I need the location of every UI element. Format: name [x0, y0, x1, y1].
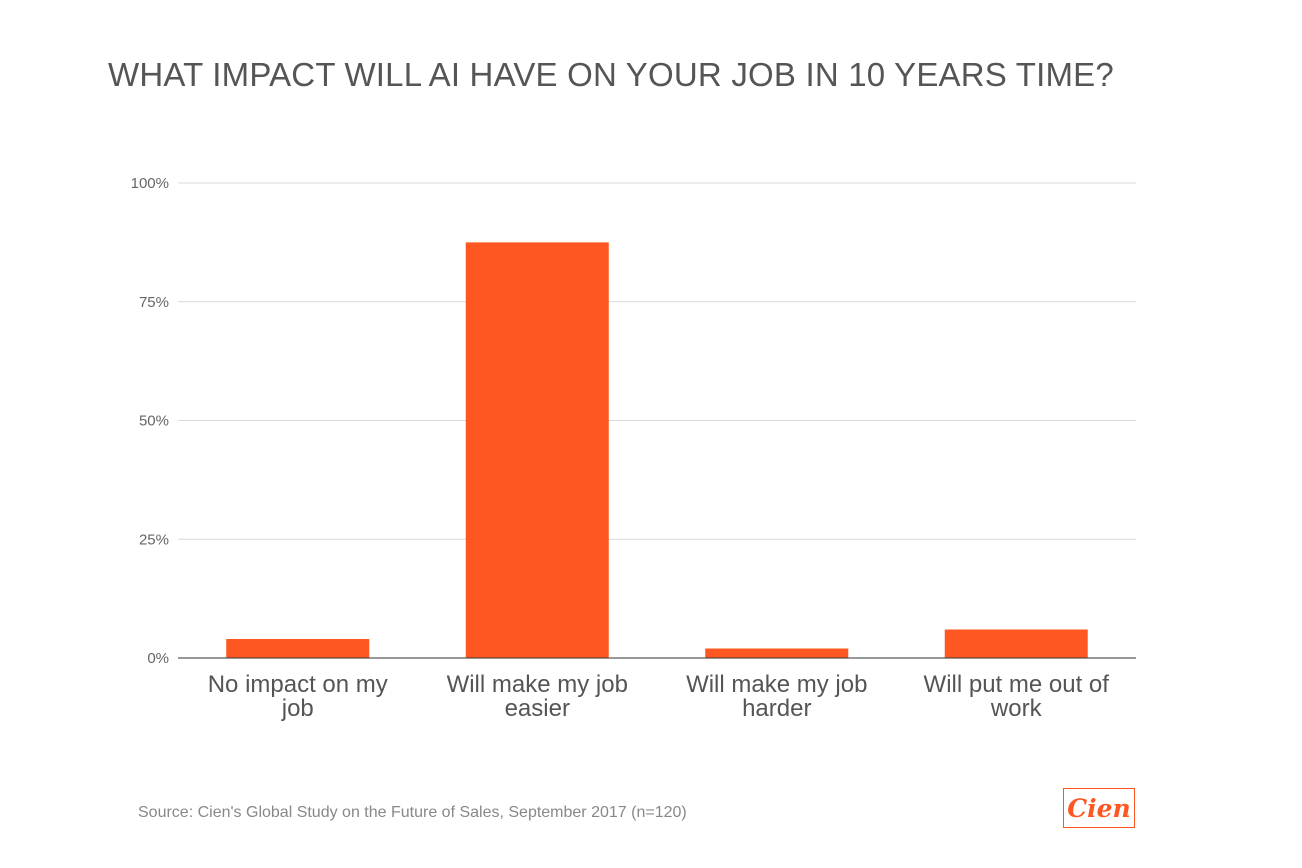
- bar: [944, 629, 1088, 658]
- source-note: Source: Cien's Global Study on the Futur…: [138, 804, 687, 821]
- x-category-label-line: Will make my job: [447, 671, 628, 698]
- x-category-label-line: Will make my job: [686, 671, 867, 698]
- chart-title: WHAT IMPACT WILL AI HAVE ON YOUR JOB IN …: [108, 56, 1114, 93]
- x-category-label-line: work: [990, 695, 1043, 722]
- y-tick-label: 25%: [139, 531, 169, 548]
- x-category-label-line: harder: [742, 695, 811, 722]
- x-category-label-line: job: [281, 695, 314, 722]
- x-category-label-line: No impact on my: [208, 671, 388, 698]
- x-category-label: Will make my job harder: [686, 671, 867, 722]
- logo-text: Cien: [1067, 793, 1131, 823]
- y-tick-label: 50%: [139, 413, 169, 430]
- bar: [705, 648, 849, 658]
- x-category-label: Will put me out of work: [924, 671, 1110, 722]
- y-tick-label: 0%: [147, 650, 169, 667]
- y-tick-label: 75%: [139, 294, 169, 311]
- x-category-label-line: easier: [505, 695, 570, 722]
- bars: [226, 242, 1088, 658]
- bar: [226, 639, 370, 658]
- x-category-label: Will make my job easier: [447, 671, 628, 722]
- x-category-label-line: Will put me out of: [924, 671, 1110, 698]
- x-category-label: No impact on my job: [208, 671, 388, 722]
- y-axis-tick-labels: 0% 25% 50% 75% 100%: [131, 175, 169, 667]
- gridlines: [178, 182, 1136, 540]
- y-tick-label: 100%: [131, 175, 169, 192]
- bar: [465, 242, 609, 658]
- cien-logo: Cien: [1063, 788, 1135, 828]
